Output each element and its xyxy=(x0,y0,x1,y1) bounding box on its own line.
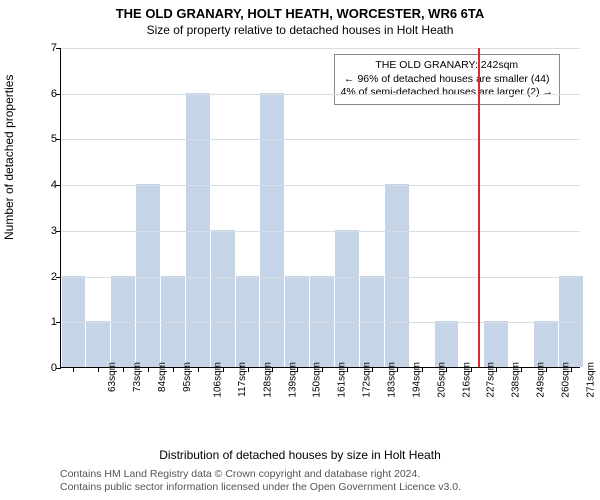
x-tick-mark xyxy=(73,367,74,372)
y-tick-label: 5 xyxy=(37,133,57,145)
y-tick-label: 6 xyxy=(37,88,57,100)
y-tick-mark xyxy=(56,139,61,140)
histogram-bar xyxy=(236,276,260,367)
credit-text: Contains HM Land Registry data © Crown c… xyxy=(60,468,461,494)
x-tick-mark xyxy=(471,367,472,372)
histogram-bar xyxy=(534,321,558,367)
x-tick-mark xyxy=(397,367,398,372)
y-tick-label: 3 xyxy=(37,225,57,237)
x-tick-mark xyxy=(446,367,447,372)
chart-title: THE OLD GRANARY, HOLT HEATH, WORCESTER, … xyxy=(0,0,600,21)
histogram-bar xyxy=(211,230,235,367)
histogram-bar xyxy=(435,321,459,367)
x-tick-label: 84sqm xyxy=(157,362,168,392)
x-tick-mark xyxy=(123,367,124,372)
x-tick-mark xyxy=(496,367,497,372)
x-tick-mark xyxy=(98,367,99,372)
y-tick-label: 0 xyxy=(37,362,57,374)
x-tick-mark xyxy=(173,367,174,372)
gridline xyxy=(61,277,580,278)
y-tick-label: 2 xyxy=(37,271,57,283)
x-tick-mark xyxy=(546,367,547,372)
histogram-bar xyxy=(161,276,185,367)
histogram-bar xyxy=(559,276,583,367)
y-tick-mark xyxy=(56,231,61,232)
gridline xyxy=(61,231,580,232)
histogram-bar xyxy=(310,276,334,367)
y-tick-label: 7 xyxy=(37,42,57,54)
annotation-line2: ← 96% of detached houses are smaller (44… xyxy=(341,73,553,87)
reference-line xyxy=(478,48,480,367)
chart-subtitle: Size of property relative to detached ho… xyxy=(0,21,600,37)
y-tick-mark xyxy=(56,277,61,278)
x-tick-label: 63sqm xyxy=(107,362,118,392)
x-tick-mark xyxy=(198,367,199,372)
gridline xyxy=(61,322,580,323)
histogram-bar xyxy=(484,321,508,367)
plot-area: THE OLD GRANARY: 242sqm ← 96% of detache… xyxy=(60,48,580,368)
annotation-line1: THE OLD GRANARY: 242sqm xyxy=(341,59,553,73)
y-tick-mark xyxy=(56,368,61,369)
histogram-bar xyxy=(111,276,135,367)
x-tick-mark xyxy=(571,367,572,372)
x-axis-label: Distribution of detached houses by size … xyxy=(0,448,600,462)
y-tick-mark xyxy=(56,322,61,323)
histogram-bar xyxy=(285,276,309,367)
x-tick-mark xyxy=(223,367,224,372)
gridline xyxy=(61,94,580,95)
histogram-bar xyxy=(335,230,359,367)
x-tick-mark xyxy=(297,367,298,372)
gridline xyxy=(61,48,580,49)
x-tick-label: 271sqm xyxy=(586,362,597,398)
credit-line1: Contains HM Land Registry data © Crown c… xyxy=(60,468,461,481)
x-tick-mark xyxy=(521,367,522,372)
y-tick-label: 1 xyxy=(37,316,57,328)
annotation-box: THE OLD GRANARY: 242sqm ← 96% of detache… xyxy=(334,54,560,105)
histogram-bar xyxy=(62,276,86,367)
x-tick-mark xyxy=(148,367,149,372)
y-tick-mark xyxy=(56,48,61,49)
y-tick-label: 4 xyxy=(37,179,57,191)
y-tick-mark xyxy=(56,94,61,95)
x-tick-mark xyxy=(272,367,273,372)
x-tick-mark xyxy=(347,367,348,372)
chart-area: THE OLD GRANARY: 242sqm ← 96% of detache… xyxy=(60,48,580,398)
histogram-bar xyxy=(360,276,384,367)
x-tick-label: 117sqm xyxy=(237,362,248,397)
x-tick-mark xyxy=(248,367,249,372)
x-tick-mark xyxy=(322,367,323,372)
x-tick-label: 73sqm xyxy=(132,362,143,392)
x-tick-mark xyxy=(372,367,373,372)
histogram-bar xyxy=(86,321,110,367)
y-tick-mark xyxy=(56,185,61,186)
y-axis-label: Number of detached properties xyxy=(2,75,16,240)
x-tick-label: 95sqm xyxy=(182,362,193,392)
gridline xyxy=(61,139,580,140)
gridline xyxy=(61,185,580,186)
x-tick-mark xyxy=(422,367,423,372)
credit-line2: Contains public sector information licen… xyxy=(60,481,461,494)
